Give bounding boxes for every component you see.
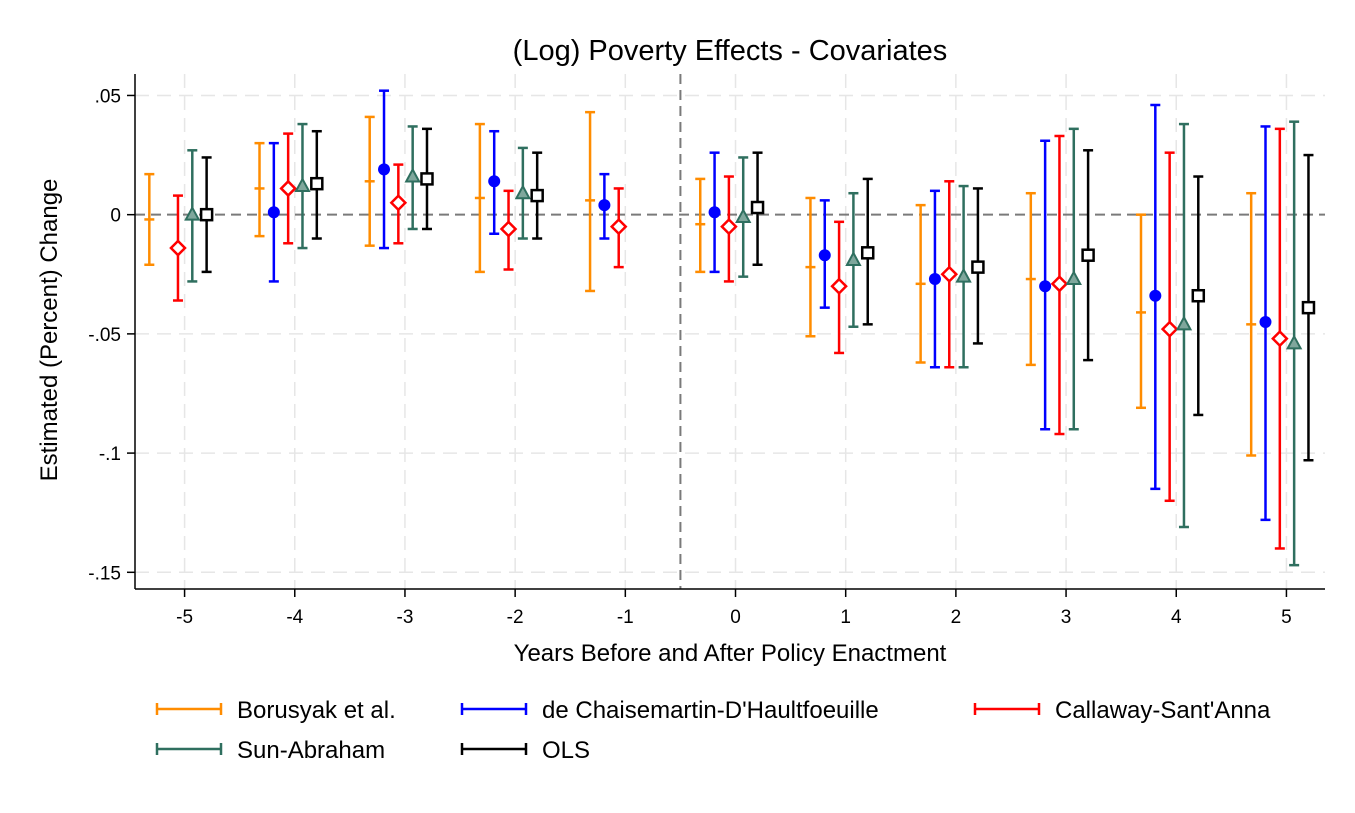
marker-circle	[267, 206, 280, 219]
marker-square	[971, 260, 985, 274]
marker-circle	[1259, 315, 1272, 328]
marker-triangle	[1065, 269, 1082, 286]
y-tick-label: 0	[110, 206, 121, 227]
marker-triangle	[404, 167, 421, 183]
marker-circle	[598, 199, 611, 212]
marker-square	[199, 207, 214, 222]
axes	[134, 74, 1325, 590]
legend-label: OLS	[542, 737, 590, 764]
marker-diamond	[609, 217, 628, 236]
series-de-chaisemartin-d-haultfoeuille	[267, 89, 1272, 522]
legend-label: Borusyak et al.	[237, 697, 396, 724]
series-layer	[144, 89, 1316, 567]
legend-item: OLS	[460, 737, 590, 764]
marker-square	[860, 246, 875, 260]
x-tick-label: 4	[1171, 607, 1182, 628]
x-tick-label: -3	[397, 607, 414, 628]
marker-diamond	[1271, 329, 1289, 348]
marker-circle	[1149, 289, 1162, 302]
gridlines	[135, 74, 1325, 589]
marker-triangle	[294, 176, 311, 193]
marker-circle	[378, 163, 391, 176]
legend-item: Borusyak et al.	[155, 697, 396, 724]
x-tick-label: 1	[840, 607, 851, 628]
x-tick-label: 5	[1281, 607, 1292, 628]
marker-circle	[818, 249, 831, 262]
marker-square	[1081, 248, 1095, 262]
marker-diamond	[279, 179, 297, 198]
marker-triangle	[1175, 315, 1193, 331]
marker-diamond	[830, 277, 848, 295]
marker-square	[1191, 288, 1206, 303]
marker-diamond	[499, 220, 518, 238]
legend-item: Callaway-Sant'Anna	[973, 697, 1271, 724]
x-tick-label: -4	[286, 607, 303, 628]
y-tick-label: -.1	[99, 444, 121, 465]
marker-circle	[928, 273, 941, 286]
series-borusyak-et-al-	[144, 110, 1257, 457]
marker-circle	[488, 175, 501, 188]
marker-diamond	[720, 217, 738, 236]
marker-circle	[708, 206, 721, 219]
marker-diamond	[1050, 275, 1069, 293]
x-axis-label: Years Before and After Policy Enactment	[514, 640, 947, 667]
marker-square	[420, 172, 434, 186]
marker-triangle	[184, 205, 201, 221]
marker-triangle	[845, 250, 862, 266]
marker-diamond	[940, 265, 959, 284]
series-callaway-sant-anna	[169, 127, 1289, 550]
marker-square	[310, 176, 324, 191]
legend-label: Sun-Abraham	[237, 737, 385, 764]
reference-lines	[135, 74, 1325, 589]
y-tick-label: -.15	[88, 563, 121, 584]
y-tick-label: -.05	[88, 325, 121, 346]
marker-triangle	[514, 184, 532, 200]
legend: Borusyak et al. de Chaisemartin-D'Haultfo…	[155, 697, 1271, 764]
legend-label: Callaway-Sant'Anna	[1055, 697, 1271, 724]
legend-item: de Chaisemartin-D'Haultfoeuille	[460, 697, 879, 724]
x-tick-label: 2	[951, 607, 962, 628]
marker-triangle	[1285, 334, 1303, 350]
series-ols	[199, 127, 1316, 462]
x-tick-label: -2	[507, 607, 524, 628]
x-tick-label: 3	[1061, 607, 1072, 628]
marker-square	[750, 200, 765, 215]
marker-triangle	[955, 267, 972, 283]
marker-triangle	[735, 207, 752, 224]
marker-square	[530, 188, 544, 203]
y-tick-label: .05	[95, 86, 121, 107]
x-tick-label: -1	[617, 607, 634, 628]
x-axis-ticks: -5 -4 -3 -2 -1 0 1 2 3 4 5	[176, 589, 1292, 628]
marker-circle	[1039, 280, 1052, 293]
marker-diamond	[169, 239, 187, 257]
series-sun-abraham	[184, 120, 1303, 567]
x-tick-label: -5	[176, 607, 193, 628]
chart-title: (Log) Poverty Effects - Covariates	[513, 35, 948, 67]
marker-diamond	[1160, 320, 1179, 338]
y-axis-ticks: .05 0 -.05 -.1 -.15	[88, 86, 135, 584]
y-axis-label: Estimated (Percent) Change	[36, 179, 63, 482]
marker-square	[1301, 300, 1316, 315]
x-tick-label: 0	[730, 607, 741, 628]
legend-label: de Chaisemartin-D'Haultfoeuille	[542, 697, 879, 724]
legend-item: Sun-Abraham	[155, 737, 385, 764]
marker-diamond	[389, 193, 408, 212]
